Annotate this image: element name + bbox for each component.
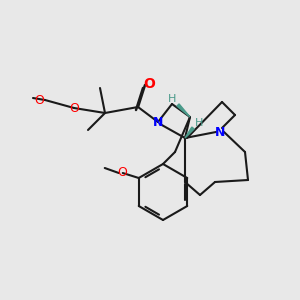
Text: O: O [34,94,44,106]
Text: H: H [168,94,176,104]
Polygon shape [177,104,190,117]
Text: O: O [117,166,127,178]
Text: O: O [69,101,79,115]
Text: N: N [215,125,225,139]
Polygon shape [185,127,194,138]
Text: N: N [153,116,163,128]
Text: O: O [143,77,155,91]
Text: H: H [195,118,203,128]
